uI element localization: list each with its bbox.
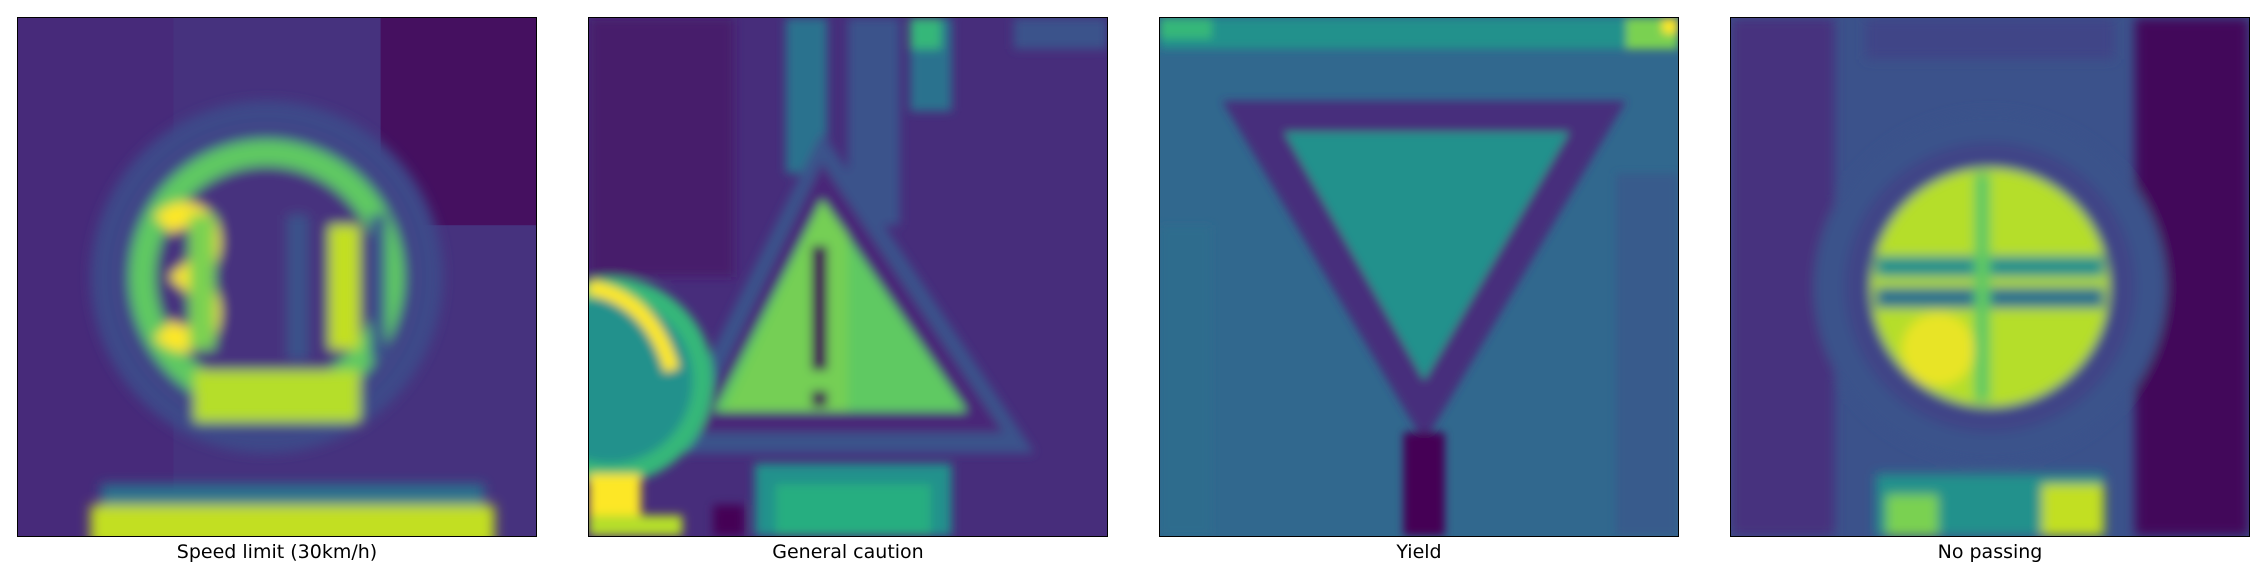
general-caution-sign-image	[589, 18, 1107, 536]
panel-no-passing: No passing	[1730, 17, 2250, 563]
yield-sign-image	[1160, 18, 1678, 536]
image-caption: No passing	[1937, 541, 2043, 563]
image-caption: Speed limit (30km/h)	[176, 541, 378, 563]
image-frame	[17, 17, 537, 537]
speed-limit-sign-image	[18, 18, 536, 536]
panel-yield: Yield	[1159, 17, 1679, 563]
image-caption: Yield	[1396, 541, 1442, 563]
image-frame	[1730, 17, 2250, 537]
panel-speed-limit: Speed limit (30km/h)	[17, 17, 537, 563]
panel-general-caution: General caution	[588, 17, 1108, 563]
image-frame	[588, 17, 1108, 537]
image-frame	[1159, 17, 1679, 537]
image-caption: General caution	[772, 541, 924, 563]
no-passing-sign-image	[1731, 18, 2249, 536]
